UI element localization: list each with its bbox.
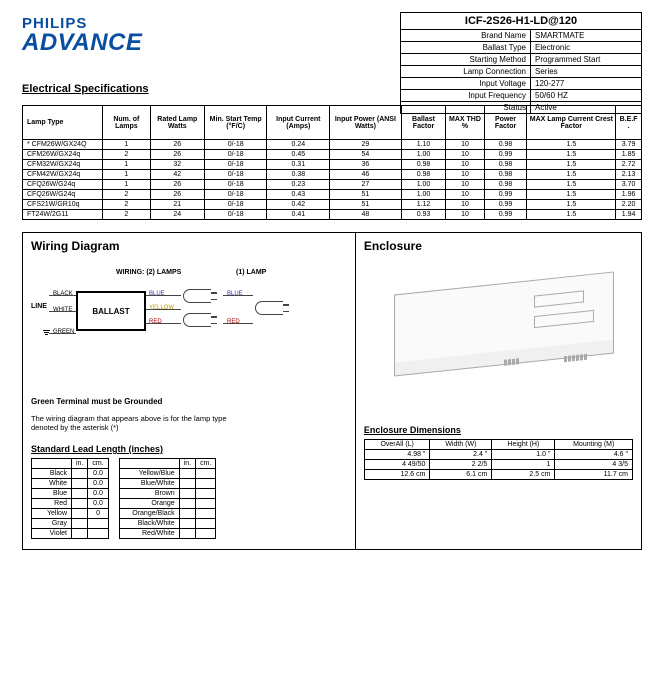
info-key: Brand Name xyxy=(401,30,531,41)
line-label: LINE xyxy=(31,303,47,310)
spec-row: FT24W/2G112240/-180.41480.93100.991.51.9… xyxy=(23,210,642,220)
info-val: Electronic xyxy=(531,42,641,53)
info-val: Active xyxy=(531,102,641,113)
spec-row: CFS21W/GR10q2210/-180.42511.12100.991.52… xyxy=(23,200,642,210)
info-val: SMARTMATE xyxy=(531,30,641,41)
info-key: Input Voltage xyxy=(401,78,531,89)
encl-dim-title: Enclosure Dimensions xyxy=(364,425,633,435)
table-row: Violet xyxy=(32,529,109,539)
model-info-box: ICF-2S26-H1-LD@120 Brand NameSMARTMATEBa… xyxy=(400,12,642,114)
table-row: 12.6 cm6.1 cm2.5 cm11.7 cm xyxy=(364,470,632,480)
spec-col: Num. of Lamps xyxy=(103,106,151,140)
ground-note: Green Terminal must be Grounded xyxy=(31,397,347,406)
table-row: Black/White xyxy=(119,519,216,529)
asterisk-note: The wiring diagram that appears above is… xyxy=(31,414,251,432)
table-row: White0.0 xyxy=(32,479,109,489)
wiring-diagram: WIRING: (2) LAMPS (1) LAMP LINE BLACK WH… xyxy=(31,263,347,393)
enclosure-drawing xyxy=(364,263,633,413)
model-number: ICF-2S26-H1-LD@120 xyxy=(401,13,641,30)
spec-row: CFQ26W/G24q1260/-180.23271.00100.981.53.… xyxy=(23,180,642,190)
spec-row: CFM26W/GX24q2260/-180.45541.00100.991.51… xyxy=(23,150,642,160)
spec-row: CFM32W/GX24q1320/-180.31360.98100.981.52… xyxy=(23,160,642,170)
info-val: 120-277 xyxy=(531,78,641,89)
info-val: 50/60 HZ xyxy=(531,90,641,101)
table-row: Brown xyxy=(119,489,216,499)
ballast-box: BALLAST xyxy=(76,291,146,331)
table-row: 4.98 "2.4 "1.0 "4.6 " xyxy=(364,450,632,460)
wiring-title: Wiring Diagram xyxy=(31,239,347,253)
spec-row: CFQ26W/G24q2260/-180.43511.00100.991.51.… xyxy=(23,190,642,200)
wiring-hdr-right: (1) LAMP xyxy=(236,269,266,276)
info-key: Ballast Type xyxy=(401,42,531,53)
table-row: Red/White xyxy=(119,529,216,539)
enclosure-title: Enclosure xyxy=(364,239,633,253)
leads-table-left: in.cm. Black0.0White0.0Blue0.0Red0.0Yell… xyxy=(31,458,109,539)
table-row: Yellow/Blue xyxy=(119,469,216,479)
spec-col: Input Current (Amps) xyxy=(267,106,330,140)
spec-table: Lamp TypeNum. of LampsRated Lamp WattsMi… xyxy=(22,105,642,220)
table-row: 4 49/502 2/514 3/5 xyxy=(364,460,632,470)
info-key: Status xyxy=(401,102,531,113)
wiring-hdr-left: WIRING: (2) LAMPS xyxy=(116,269,181,276)
spec-row: CFM42W/GX24q1420/-180.38460.98100.981.52… xyxy=(23,170,642,180)
info-key: Lamp Connection xyxy=(401,66,531,77)
table-row: Orange/Black xyxy=(119,509,216,519)
table-row: Gray xyxy=(32,519,109,529)
spec-row: * CFM26W/GX24Q1260/-180.24291.10100.981.… xyxy=(23,140,642,150)
spec-col: Rated Lamp Watts xyxy=(150,106,204,140)
spec-col: Input Power (ANSI Watts) xyxy=(330,106,401,140)
info-val: Series xyxy=(531,66,641,77)
table-row: Yellow0 xyxy=(32,509,109,519)
info-key: Starting Method xyxy=(401,54,531,65)
info-key: Input Frequency xyxy=(401,90,531,101)
table-row: Blue/White xyxy=(119,479,216,489)
leads-table-right: in.cm. Yellow/BlueBlue/WhiteBrownOrangeO… xyxy=(119,458,217,539)
enclosure-dim-table: OverAll (L)Width (W)Height (H)Mounting (… xyxy=(364,439,633,480)
spec-col: Lamp Type xyxy=(23,106,103,140)
table-row: Red0.0 xyxy=(32,499,109,509)
spec-col: Min. Start Temp (°F/C) xyxy=(204,106,267,140)
info-val: Programmed Start xyxy=(531,54,641,65)
table-row: Orange xyxy=(119,499,216,509)
table-row: Black0.0 xyxy=(32,469,109,479)
leads-title: Standard Lead Length (inches) xyxy=(31,444,347,454)
table-row: Blue0.0 xyxy=(32,489,109,499)
